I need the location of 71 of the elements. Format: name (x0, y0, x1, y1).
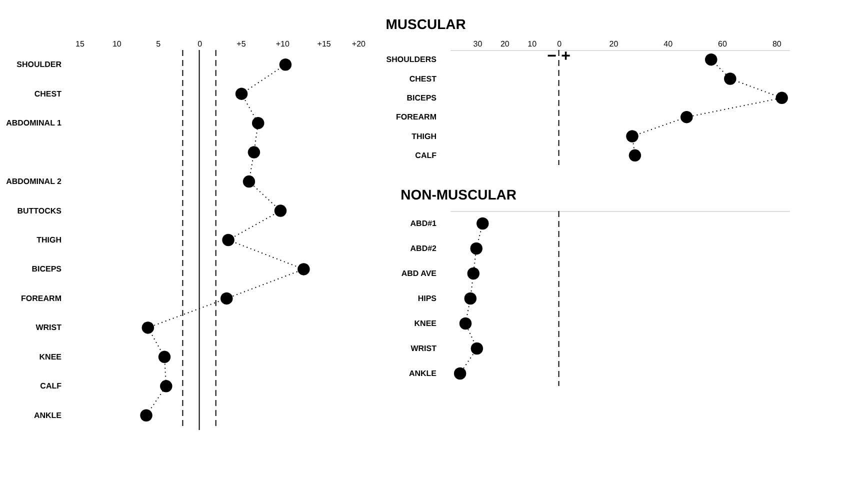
y-tick-label: HIPS (418, 294, 438, 303)
x-tick-label: +15 (317, 40, 332, 48)
y-tick-label: ABDOMINAL 1 (6, 118, 62, 128)
x-tick-label: 0 (198, 40, 203, 48)
point (158, 350, 171, 364)
y-tick-label: ANKLE (34, 410, 62, 420)
y-tick-label: THIGH (36, 236, 62, 244)
x-tick-label: 15 (76, 40, 85, 48)
y-tick-label: WRIST (36, 323, 62, 332)
point (242, 175, 256, 188)
point (680, 110, 693, 124)
annotation: + (561, 48, 570, 65)
y-tick-label: CHEST (409, 74, 437, 84)
point (464, 292, 477, 305)
y-tick-label: ABDOMINAL 2 (6, 177, 62, 186)
y-tick-label: BICEPS (32, 264, 62, 274)
point (248, 146, 260, 158)
y-tick-label: FOREARM (21, 294, 62, 303)
point (467, 267, 480, 280)
point (476, 217, 489, 230)
x-tick-label: 5 (156, 40, 162, 48)
annotation: − (547, 48, 556, 65)
y-tick-label: CALF (40, 382, 62, 391)
y-tick-label: KNEE (39, 352, 62, 362)
x-tick-label: 60 (718, 40, 728, 48)
point (279, 58, 292, 71)
y-tick-label: CALF (415, 150, 437, 160)
chart-title: MUSCULAR (386, 16, 466, 32)
x-tick-label: +20 (352, 40, 366, 48)
point (724, 72, 736, 85)
y-tick-label: SHOULDERS (386, 55, 438, 64)
x-tick-label: 40 (664, 40, 674, 48)
point (160, 380, 172, 392)
point (274, 204, 287, 217)
y-tick-label: ABD#2 (410, 244, 438, 253)
point (628, 149, 642, 162)
y-tick-label: ABD AVE (401, 269, 438, 278)
point (140, 409, 152, 422)
y-tick-label: BUTTOCKS (17, 206, 62, 216)
point (142, 322, 154, 334)
y-tick-label: ANKLE (408, 369, 438, 378)
point (626, 130, 638, 142)
y-tick-label: WRIST (410, 344, 437, 353)
x-tick-label: 20 (500, 40, 510, 48)
point (220, 292, 233, 305)
point (222, 234, 234, 246)
x-tick-label: 20 (609, 40, 619, 48)
y-tick-label: THIGH (412, 132, 437, 141)
y-tick-label: ABD#1 (410, 219, 438, 228)
y-tick-label: CHEST (34, 89, 62, 98)
point (298, 263, 310, 276)
x-tick-label: 10 (112, 40, 122, 48)
x-tick-label: +10 (276, 40, 290, 48)
point (454, 367, 466, 380)
x-tick-label: 10 (528, 40, 538, 48)
x-tick-label: 30 (473, 40, 483, 48)
x-tick-label: +5 (236, 40, 246, 48)
y-tick-label: BICEPS (406, 93, 438, 102)
point (470, 242, 483, 255)
y-tick-label: FOREARM (396, 112, 437, 122)
point (470, 342, 484, 355)
point (704, 53, 718, 66)
y-tick-label: KNEE (414, 319, 438, 328)
point (459, 317, 472, 330)
x-tick-label: 80 (772, 40, 782, 48)
point (252, 116, 264, 130)
point (235, 88, 248, 100)
x-tick-label: 0 (557, 40, 562, 48)
point (776, 92, 788, 104)
chart-title: NON-MUSCULAR (400, 186, 516, 202)
y-tick-label: SHOULDER (16, 60, 62, 70)
